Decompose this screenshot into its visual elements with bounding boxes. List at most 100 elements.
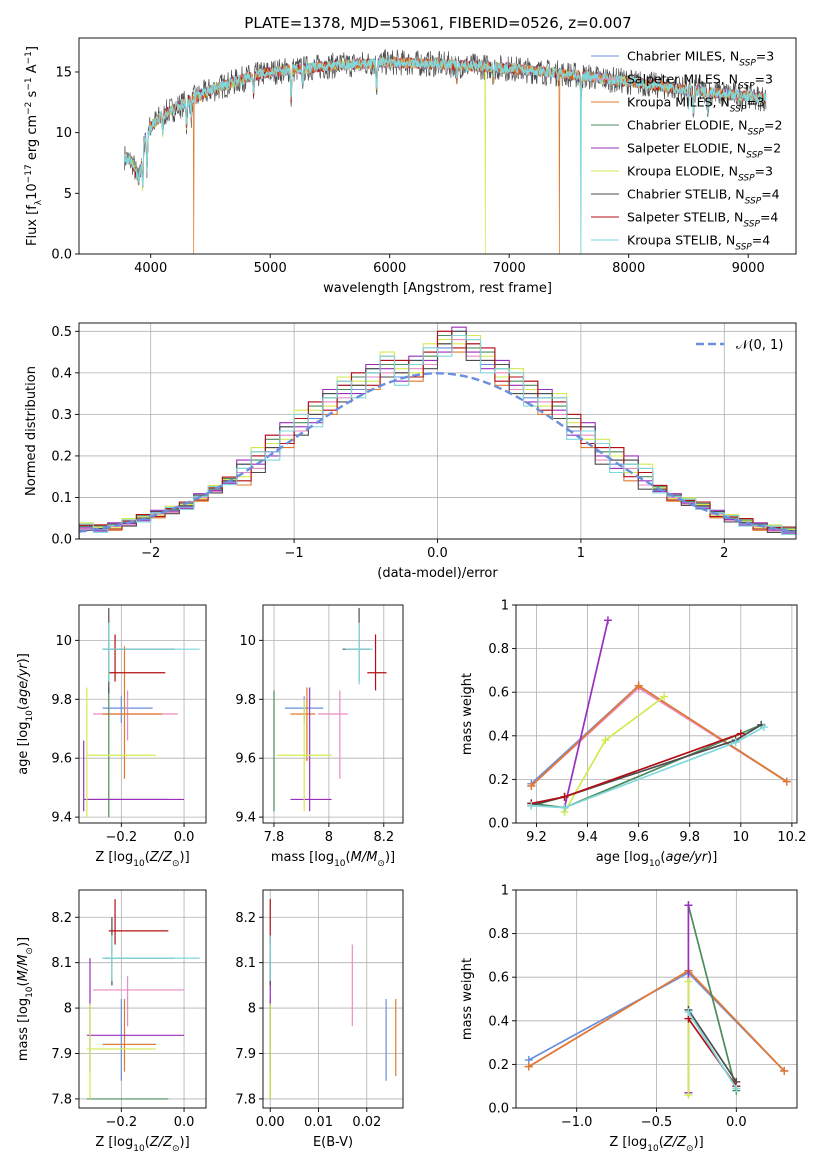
weight-line-s9 <box>531 726 765 809</box>
x-axis-label: (data-model)/error <box>377 566 498 581</box>
label-part: )] <box>694 1135 704 1150</box>
label-part: 10 <box>133 1144 145 1154</box>
weight-line-s7 <box>687 1009 738 1083</box>
x-axis-label: Z [log10(Z/Z⊙)] <box>609 1135 703 1154</box>
y-axis-label: Normed distribution <box>24 366 39 496</box>
legend-entry: Chabrier ELODIE, NSSP=2 <box>627 118 782 138</box>
series-line-s9 <box>123 54 767 254</box>
label-part: =3 <box>755 164 773 179</box>
x-tick-label: −2 <box>141 546 160 561</box>
label-part: )] <box>180 1135 190 1150</box>
label-part: Salpeter STELIB, N <box>627 210 743 225</box>
y-tick-label: 15 <box>55 65 72 80</box>
gaussian-curve <box>79 372 796 533</box>
chart-mass-weight-vs-age: 9.2 9.4 9.6 9.8 10 10.2 0.0 0.2 0.4 0.6 0.8 1 age [l… <box>460 599 806 870</box>
y-tick-label: 0.6 <box>488 686 509 701</box>
label-part: =2 <box>763 141 781 156</box>
label-part: SSP <box>745 197 762 207</box>
label-part: −2 <box>24 102 34 115</box>
y-tick-label: 1 <box>501 884 509 899</box>
label-part: Z [log <box>95 1135 133 1150</box>
label-part: Z [log <box>95 850 133 865</box>
y-tick-label: 0.8 <box>488 927 509 942</box>
x-axis-label: mass [log10(M/M⊙)] <box>271 850 395 869</box>
y-tick-label: 0.1 <box>51 491 72 506</box>
label-part: ( <box>660 850 665 865</box>
label-part: SSP <box>738 82 755 92</box>
y-tick-label: 7.8 <box>235 1092 256 1107</box>
legend-entry: Kroupa ELODIE, NSSP=3 <box>627 164 773 184</box>
y-tick-label: 7.8 <box>51 1092 72 1107</box>
weight-line-s5 <box>563 620 609 808</box>
y-axis-label: age [log10(age/yr)] <box>16 653 35 775</box>
x-tick-label: 0.02 <box>352 1115 381 1130</box>
label-part: ⊙ <box>25 947 35 955</box>
x-tick-label: −1.0 <box>561 1115 593 1130</box>
legend-entry: Kroupa STELIB, NSSP=4 <box>627 233 770 253</box>
plot-frame <box>78 889 207 1109</box>
label-part: Kroupa STELIB, N <box>627 233 735 248</box>
x-tick-label: 5000 <box>254 261 287 276</box>
chart-mass-vs-EBV: 0.00 0.01 0.02 7.8 7.9 8 8.1 8.2 E(B-V) <box>235 889 404 1150</box>
label-part: age/yr <box>16 662 31 705</box>
x-tick-label: −1 <box>285 546 304 561</box>
y-tick-label: 10 <box>55 126 72 141</box>
label-part: 10 <box>25 183 40 200</box>
x-tick-label: 0.0 <box>726 1115 747 1130</box>
label-part: ⊙ <box>686 1144 694 1154</box>
label-part: )] <box>707 850 717 865</box>
y-tick-label: 9.6 <box>235 752 256 767</box>
label-part: ⊙ <box>377 859 385 869</box>
label-part: age [log <box>16 722 31 775</box>
label-part: =4 <box>752 233 770 248</box>
label-part: )] <box>180 850 190 865</box>
y-tick-label: 5 <box>64 187 72 202</box>
label-part: E(B-V) <box>313 1135 353 1150</box>
label-part: ( <box>145 1135 150 1150</box>
label-part: Salpeter ELODIE, N <box>627 141 746 156</box>
label-part: Kroupa ELODIE, N <box>627 164 738 179</box>
label-part: SSP <box>747 128 764 138</box>
label-part: =4 <box>761 187 779 202</box>
y-tick-label: 0.2 <box>51 449 72 464</box>
x-tick-label: 2 <box>720 546 728 561</box>
label-part: =3 <box>755 72 773 87</box>
figure-title: PLATE=1378, MJD=53061, FIBERID=0526, z=0… <box>244 14 631 32</box>
label-part: ( <box>346 850 351 865</box>
y-tick-label: 1 <box>501 599 509 614</box>
label-part: Z/Z <box>149 1135 173 1150</box>
label-part: mass [log <box>16 998 31 1061</box>
chart-residuals: −2 −1 0.0 1 2 0.0 0.1 0.2 0.3 0.4 0.5 (data-model)/… <box>24 322 797 581</box>
y-tick-label: 8.2 <box>235 911 256 926</box>
x-tick-label: 10.2 <box>777 830 806 845</box>
y-tick-label: 8.1 <box>235 956 256 971</box>
label-part: −1 <box>24 77 34 90</box>
label-part: Z/Z <box>663 1135 687 1150</box>
y-tick-label: 0.4 <box>51 366 72 381</box>
label-part: SSP <box>743 220 760 230</box>
label-part: 10 <box>25 710 35 722</box>
y-tick-label: 9.8 <box>51 693 72 708</box>
label-part: ⊙ <box>172 1144 180 1154</box>
x-tick-label: 0.00 <box>256 1115 285 1130</box>
y-tick-label: 0.0 <box>51 533 72 548</box>
label-part: Kroupa MILES, N <box>627 95 730 110</box>
weight-line-s4 <box>687 905 738 1091</box>
y-tick-label: 8 <box>64 1002 72 1017</box>
y-tick-label: 9.4 <box>235 811 256 826</box>
chart-mass-weight-vs-Z: −1.0 −0.5 0.0 0.0 0.2 0.4 0.6 0.8 1 Z [log10(Z/Z⊙… <box>460 884 798 1154</box>
x-axis-label: age [log10(age/yr)] <box>596 850 718 869</box>
label-part: mass weight <box>460 958 475 1040</box>
x-tick-label: 1 <box>577 546 585 561</box>
x-axis-label: Z [log10(Z/Z⊙)] <box>95 850 189 869</box>
legend-entry: 𝒩(0, 1) <box>736 338 783 353</box>
label-part: ( <box>16 981 31 986</box>
label-part: 10 <box>133 859 145 869</box>
label-part: Z [log <box>609 1135 647 1150</box>
label-part: SSP <box>735 243 752 253</box>
x-tick-label: −0.5 <box>641 1115 673 1130</box>
y-tick-label: 9.4 <box>51 811 72 826</box>
weight-line-s8 <box>531 732 742 805</box>
